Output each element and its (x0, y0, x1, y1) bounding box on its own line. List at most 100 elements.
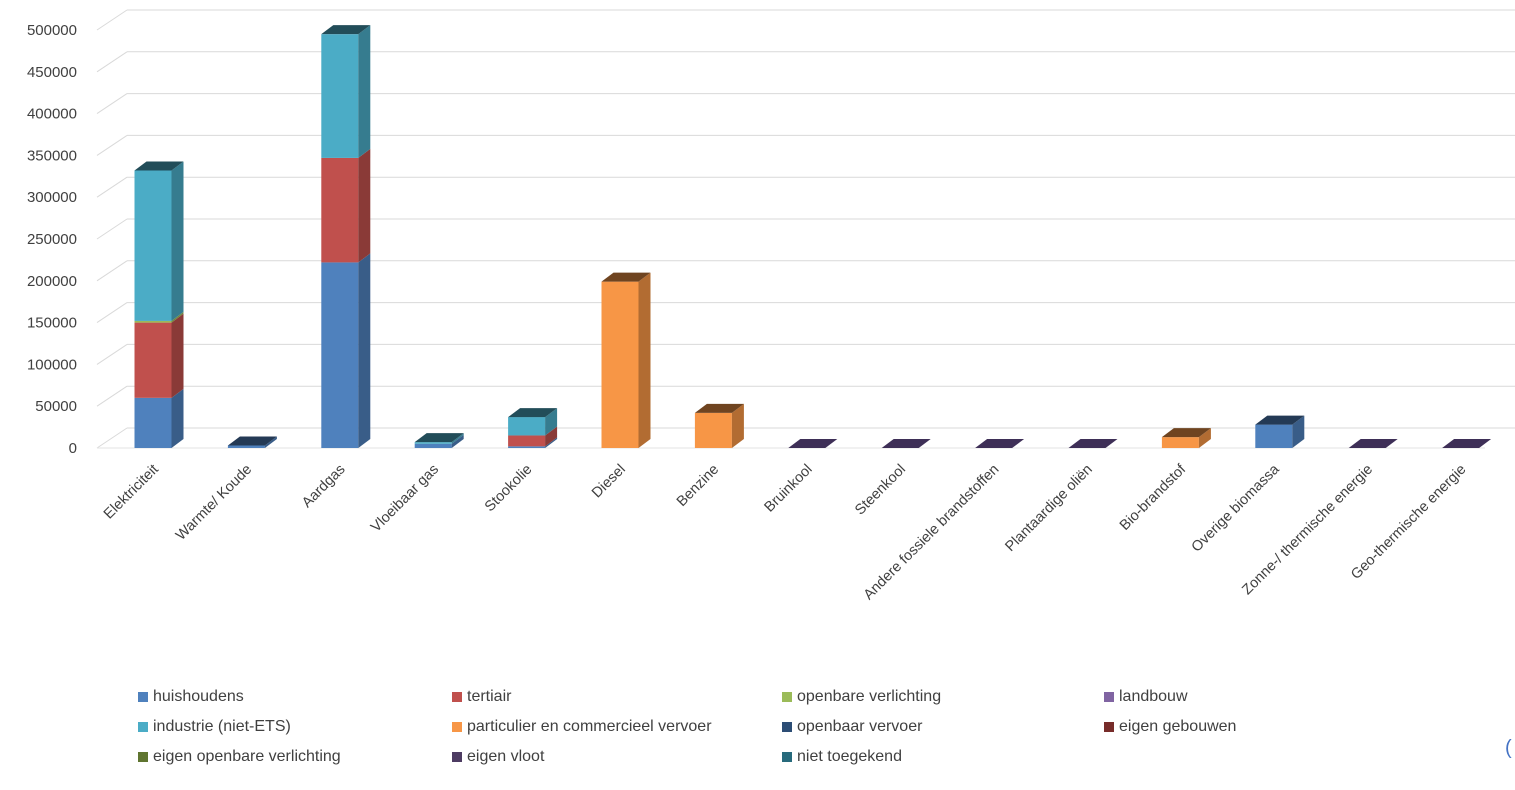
bar-segment (134, 320, 172, 323)
legend-swatch (138, 752, 148, 762)
y-axis-ticks: 0 50000 100000 150000 200000 250000 300000 3500… (27, 22, 77, 457)
legend-label: eigen openbare verlichting (153, 748, 341, 765)
y-tick-label: 0 (69, 440, 77, 457)
bar-stack (1161, 428, 1211, 448)
gridline-side (96, 176, 128, 198)
bar-segment (508, 435, 546, 447)
bar-stack (694, 403, 744, 448)
bar-segment-side (638, 272, 651, 448)
legend-label: huishoudens (153, 688, 244, 705)
bar-top (1068, 439, 1118, 448)
bar-segment-side (358, 148, 371, 263)
bar-segment-side (545, 408, 558, 436)
edge-glyph: ( (1505, 737, 1512, 759)
gridline-side (96, 385, 128, 407)
bar-segment-side (731, 403, 744, 448)
bar-top (694, 403, 744, 413)
legend-swatch (452, 752, 462, 762)
bar-segment (227, 445, 265, 448)
y-tick-label: 150000 (27, 315, 77, 332)
bar-segment-side (545, 437, 558, 448)
bar-stack (975, 439, 1025, 448)
bar-stack (1068, 439, 1118, 448)
x-tick-label: Plantaardige oliën (1002, 462, 1095, 555)
legend-item: eigen openbare verlichting (138, 747, 452, 767)
bar-top (1161, 428, 1211, 438)
legend-swatch (138, 692, 148, 702)
x-tick-label: Diesel (589, 462, 629, 502)
bar-top (1348, 439, 1398, 448)
bar-segment (508, 446, 546, 448)
bar-top (601, 272, 651, 282)
legend-swatch (452, 722, 462, 732)
legend-label: niet toegekend (797, 748, 902, 765)
bar-segment (1255, 424, 1293, 448)
bar-top (227, 436, 277, 446)
x-tick-label: Aardgas (299, 462, 349, 512)
y-tick-label: 400000 (27, 106, 77, 123)
bar-segment-side (1292, 415, 1305, 448)
x-axis-ticks: Elektriciteit Warmte/ Koude Aardgas Vloeiba… (101, 461, 1469, 603)
bar-top (508, 408, 558, 418)
bar-segment (694, 412, 732, 448)
bar-stack (601, 272, 651, 448)
y-tick-label: 100000 (27, 356, 77, 373)
legend-label: eigen gebouwen (1119, 718, 1237, 735)
x-tick-label: Bio-brandstof (1117, 461, 1190, 534)
legend-swatch (1104, 692, 1114, 702)
bar-top (1255, 415, 1305, 425)
bar-top (975, 439, 1025, 448)
bar-segment (414, 443, 452, 448)
legend-label: particulier en commercieel vervoer (467, 718, 712, 735)
gridline-side (96, 134, 128, 156)
bar-top (134, 161, 184, 171)
bar-segment-side (358, 253, 371, 448)
chart-plot: 0 50000 100000 150000 200000 250000 300000 3500… (27, 9, 1515, 603)
bar-stack (508, 408, 558, 448)
gridline-side (96, 218, 128, 240)
legend-item: landbouw (1104, 687, 1404, 707)
legend-swatch (138, 722, 148, 732)
bar-segment-side (171, 311, 184, 323)
bar-stack (414, 433, 464, 448)
legend-item: industrie (niet-ETS) (138, 717, 452, 737)
bar-segment-side (171, 313, 184, 398)
legend-item: openbaar vervoer (782, 717, 1104, 737)
y-tick-label: 250000 (27, 231, 77, 248)
bar-stack (134, 161, 184, 448)
x-tick-label: Stookolie (482, 462, 535, 515)
bar-segment (414, 442, 452, 444)
legend-item: openbare verlichting (782, 687, 1104, 707)
bar-segment (508, 417, 546, 436)
bar-segment-side (1198, 428, 1211, 448)
y-tick-label: 200000 (27, 273, 77, 290)
legend-label: openbaar vervoer (797, 718, 923, 735)
legend-item: niet toegekend (782, 747, 1104, 767)
bar-segment (1161, 437, 1199, 448)
legend-item: eigen vloot (452, 747, 782, 767)
bar-segment (134, 322, 172, 398)
bar-top (881, 439, 931, 448)
x-tick-label: Warmte/ Koude (173, 462, 255, 544)
legend-swatch (782, 752, 792, 762)
bar-segment-side (171, 388, 184, 448)
legend-swatch (782, 692, 792, 702)
y-tick-label: 450000 (27, 64, 77, 81)
x-tick-label: Elektriciteit (101, 462, 162, 523)
bar-segment-side (171, 161, 184, 321)
x-tick-label: Vloeibaar gas (368, 462, 442, 536)
x-tick-label: Steenkool (852, 462, 909, 519)
bar-segment (601, 281, 639, 448)
bar-top (1442, 439, 1492, 448)
gridline-side (96, 260, 128, 282)
bar-stack (1255, 415, 1305, 448)
bar-stack (227, 436, 277, 448)
bar-top (788, 439, 838, 448)
bar-segment (321, 34, 359, 158)
chart-legend: huishoudens tertiair openbare verlichting l… (138, 687, 1398, 767)
gridline-side (96, 427, 128, 449)
legend-label: tertiair (467, 688, 512, 705)
gridline-side (96, 51, 128, 73)
bar-segment (321, 262, 359, 448)
y-tick-label: 350000 (27, 147, 77, 164)
